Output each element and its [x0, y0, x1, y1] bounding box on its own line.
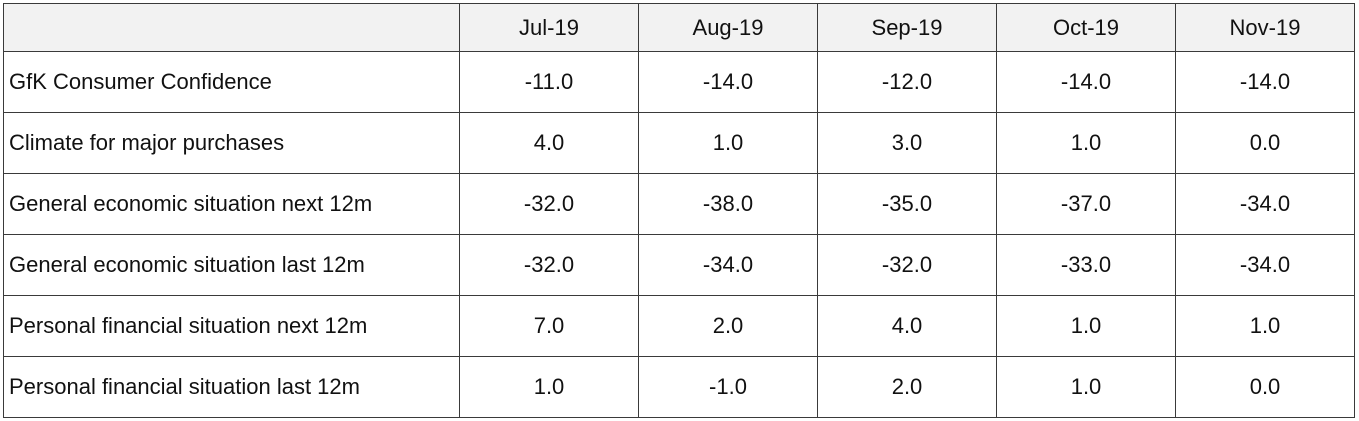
- value-cell: -38.0: [638, 173, 818, 235]
- value-cell: 2.0: [638, 295, 818, 357]
- header-cell-corner: [3, 3, 460, 52]
- table-row: GfK Consumer Confidence -11.0 -14.0 -12.…: [3, 51, 1355, 113]
- value-cell: 0.0: [1175, 112, 1355, 174]
- value-cell: -14.0: [1175, 51, 1355, 113]
- header-cell-aug-19: Aug-19: [638, 3, 818, 52]
- table-row: Personal financial situation next 12m 7.…: [3, 295, 1355, 357]
- header-cell-jul-19: Jul-19: [459, 3, 639, 52]
- value-cell: -32.0: [817, 234, 997, 296]
- value-cell: -34.0: [638, 234, 818, 296]
- table-row: General economic situation next 12m -32.…: [3, 173, 1355, 235]
- value-cell: 3.0: [817, 112, 997, 174]
- value-cell: 4.0: [817, 295, 997, 357]
- value-cell: -37.0: [996, 173, 1176, 235]
- value-cell: -34.0: [1175, 234, 1355, 296]
- header-row: Jul-19 Aug-19 Sep-19 Oct-19 Nov-19: [3, 3, 1355, 52]
- value-cell: 1.0: [638, 112, 818, 174]
- row-label: General economic situation next 12m: [3, 173, 460, 235]
- value-cell: -1.0: [638, 356, 818, 418]
- value-cell: -14.0: [638, 51, 818, 113]
- value-cell: -33.0: [996, 234, 1176, 296]
- header-cell-oct-19: Oct-19: [996, 3, 1176, 52]
- row-label: Personal financial situation next 12m: [3, 295, 460, 357]
- value-cell: -12.0: [817, 51, 997, 113]
- header-cell-nov-19: Nov-19: [1175, 3, 1355, 52]
- row-label: General economic situation last 12m: [3, 234, 460, 296]
- consumer-confidence-table: Jul-19 Aug-19 Sep-19 Oct-19 Nov-19 GfK C…: [3, 3, 1355, 418]
- value-cell: -32.0: [459, 173, 639, 235]
- value-cell: 1.0: [996, 112, 1176, 174]
- value-cell: 1.0: [1175, 295, 1355, 357]
- value-cell: 1.0: [459, 356, 639, 418]
- value-cell: -11.0: [459, 51, 639, 113]
- value-cell: 2.0: [817, 356, 997, 418]
- value-cell: -35.0: [817, 173, 997, 235]
- row-label: Climate for major purchases: [3, 112, 460, 174]
- value-cell: 7.0: [459, 295, 639, 357]
- value-cell: -34.0: [1175, 173, 1355, 235]
- table-row: General economic situation last 12m -32.…: [3, 234, 1355, 296]
- row-label: Personal financial situation last 12m: [3, 356, 460, 418]
- value-cell: 4.0: [459, 112, 639, 174]
- value-cell: 1.0: [996, 295, 1176, 357]
- value-cell: 1.0: [996, 356, 1176, 418]
- value-cell: -32.0: [459, 234, 639, 296]
- value-cell: -14.0: [996, 51, 1176, 113]
- value-cell: 0.0: [1175, 356, 1355, 418]
- row-label: GfK Consumer Confidence: [3, 51, 460, 113]
- table-row: Personal financial situation last 12m 1.…: [3, 356, 1355, 418]
- header-cell-sep-19: Sep-19: [817, 3, 997, 52]
- table-row: Climate for major purchases 4.0 1.0 3.0 …: [3, 112, 1355, 174]
